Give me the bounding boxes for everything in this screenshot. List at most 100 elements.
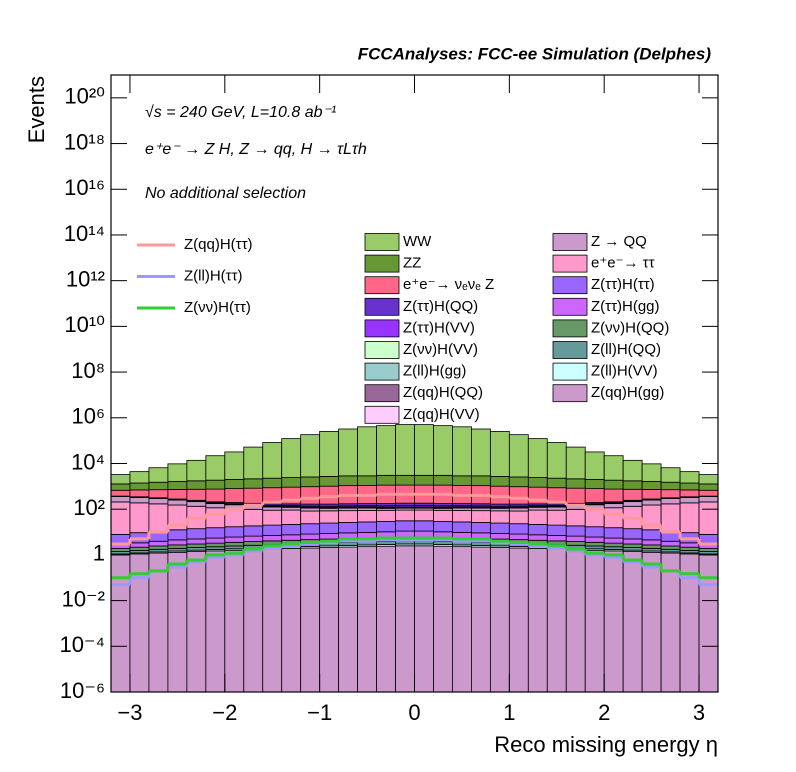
histogram-bar: [584, 488, 605, 503]
histogram-bar: [205, 550, 226, 693]
histogram-bar: [641, 529, 662, 541]
histogram-bar: [395, 530, 415, 538]
histogram-bar: [167, 499, 188, 506]
histogram-bar: [357, 426, 377, 477]
histogram-bar: [565, 446, 586, 480]
histogram-bar: [262, 548, 283, 693]
x-tick-label: 0: [408, 700, 420, 725]
histogram-bar: [698, 496, 719, 503]
histogram-bar: [546, 548, 567, 693]
histogram-bar: [433, 474, 453, 486]
annotation: e⁺e⁻ → Z H, Z → qq, H → τLτh: [145, 141, 367, 158]
histogram-bar: [395, 540, 415, 545]
legend-swatch: [364, 276, 400, 295]
histogram-bar: [300, 486, 321, 505]
histogram-bar: [243, 541, 264, 546]
histogram-bar: [508, 547, 529, 693]
histogram-bar: [300, 510, 321, 525]
legend-swatch: [552, 341, 588, 359]
legend-swatch: [364, 254, 400, 273]
histogram-bar: [148, 498, 169, 505]
histogram-bar: [205, 542, 226, 548]
histogram-bar: [319, 532, 340, 540]
histogram-bar: [584, 545, 605, 550]
histogram-bar: [584, 451, 605, 480]
histogram-bar: [357, 475, 377, 486]
histogram-bar: [414, 424, 434, 476]
histogram-bar: [262, 442, 283, 479]
histogram-bar: [300, 533, 321, 541]
histogram-bar: [660, 503, 681, 532]
histogram-bar: [110, 548, 131, 552]
histogram-bar: [205, 488, 226, 503]
legend-swatch: [552, 297, 588, 316]
histogram-bar: [110, 489, 131, 497]
legend-swatch: [552, 276, 588, 295]
histogram-bar: [357, 531, 377, 539]
legend-label: WW: [403, 233, 432, 250]
y-axis-label: Events: [24, 76, 49, 143]
histogram-bar: [565, 549, 586, 693]
histogram-bar: [452, 475, 472, 486]
histogram-bar: [622, 528, 643, 540]
legend-label: Z(ττ)H(QQ): [403, 298, 478, 315]
histogram-bar: [300, 523, 321, 535]
histogram-bar: [110, 496, 131, 503]
histogram-bar: [319, 547, 340, 693]
annotation: √s = 240 GeV, L=10.8 ab⁻¹: [145, 104, 336, 121]
histogram-bar: [452, 510, 472, 523]
histogram-bar: [376, 474, 396, 486]
histogram-bar: [186, 543, 207, 548]
y-tick-label: 10⁻⁴: [59, 632, 105, 657]
histogram-bar: [641, 499, 662, 506]
histogram-bar: [300, 547, 321, 693]
histogram-bar: [679, 496, 700, 504]
histogram-bar: [262, 540, 283, 546]
histogram-bar: [622, 547, 643, 551]
histogram-bar: [527, 509, 548, 525]
histogram-bar: [205, 455, 226, 481]
histogram-bar: [641, 551, 662, 693]
histogram-bar: [641, 489, 662, 500]
histogram-bar: [243, 508, 264, 527]
histogram-bar: [603, 507, 624, 529]
histogram-bar: [243, 446, 264, 480]
histogram-bar: [205, 537, 226, 544]
histogram-bar: [167, 529, 188, 541]
histogram-bar: [148, 503, 169, 532]
x-tick-label: −3: [117, 700, 142, 725]
y-tick-label: 10¹⁸: [64, 129, 105, 154]
histogram-bar: [224, 536, 245, 543]
legend-label: Z(qq)H(gg): [591, 384, 664, 401]
histogram-bar: [376, 545, 396, 693]
histogram-bar: [186, 528, 207, 540]
histogram-bar: [167, 551, 188, 693]
legend-swatch: [364, 233, 400, 251]
histogram-bar: [433, 541, 453, 545]
histogram-bar: [262, 535, 283, 542]
histogram-bar: [546, 524, 567, 536]
legend-label: Z(νν)H(ττ): [184, 299, 251, 316]
y-tick-label: 10⁴: [71, 449, 105, 474]
histogram-bar: [319, 522, 340, 534]
histogram-bar: [110, 483, 131, 491]
histogram-bar: [262, 477, 283, 489]
histogram-bar: [338, 542, 358, 546]
legend-label: ZZ: [403, 255, 421, 272]
histogram-bar: [471, 510, 491, 523]
histogram-bar: [565, 487, 586, 504]
histogram-bar: [698, 474, 719, 485]
histogram-bar: [376, 520, 396, 533]
histogram-bar: [110, 554, 131, 693]
histogram-bar: [319, 431, 340, 477]
histogram-bar: [338, 428, 358, 477]
legend-swatch: [364, 319, 400, 338]
histogram-bar: [281, 506, 302, 511]
histogram-bar: [603, 546, 624, 550]
histogram-bar: [489, 510, 510, 524]
histogram-bar: [167, 489, 188, 500]
histogram-bar: [262, 524, 283, 536]
legend-label: e⁺e⁻→ ττ: [591, 255, 655, 272]
histogram-bar: [508, 510, 529, 525]
histogram-bar: [584, 508, 605, 528]
